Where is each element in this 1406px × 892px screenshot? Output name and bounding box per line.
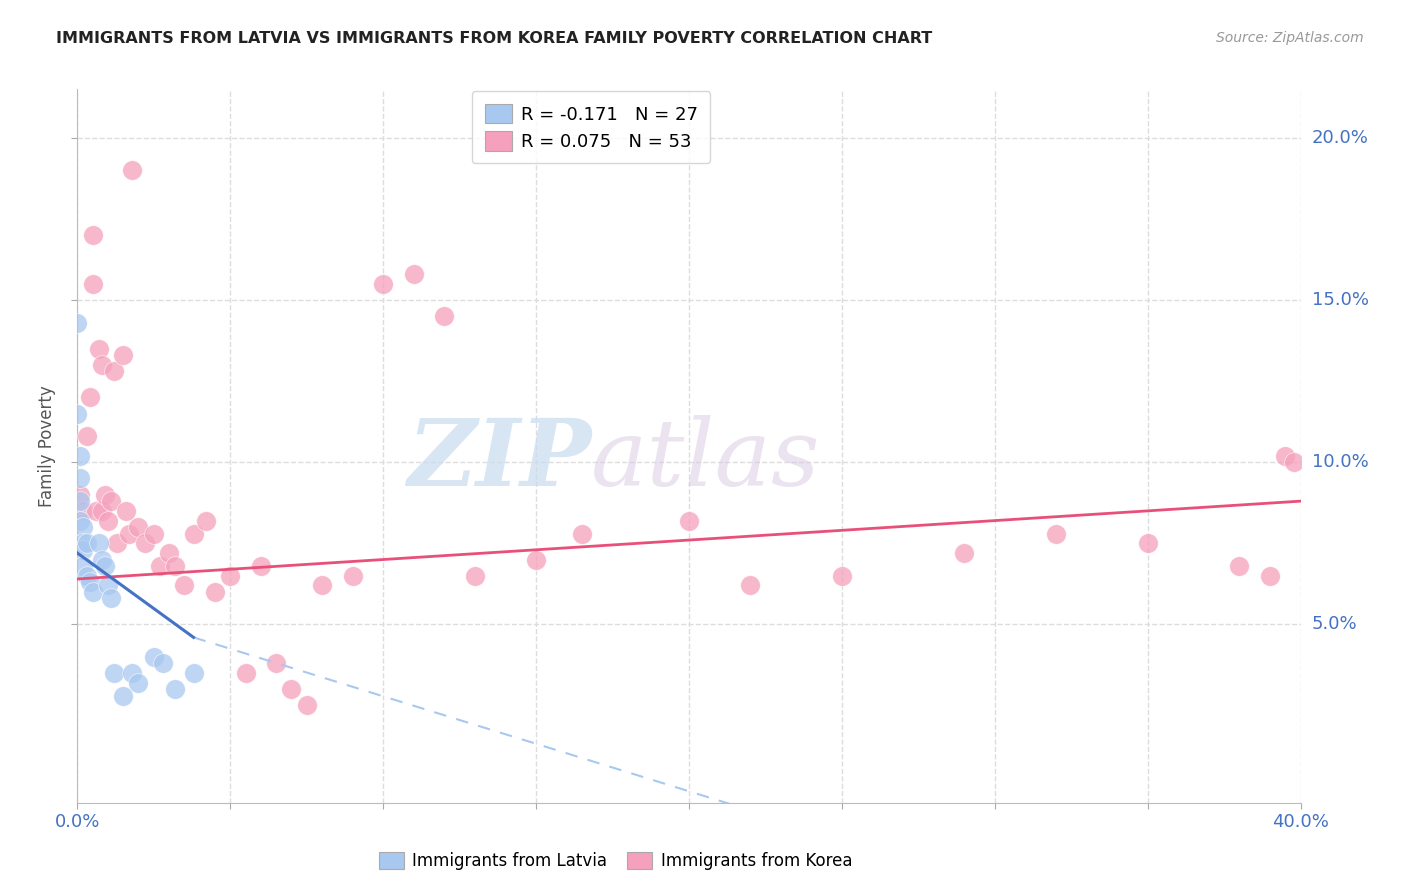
Point (250, 559, 273, 574)
Point (1045, 526, 1067, 541)
Point (183, 526, 205, 541)
Point (740, 578, 762, 592)
Point (76, 568, 98, 582)
Point (152, 657, 174, 671)
Point (149, 559, 172, 574)
Point (678, 514, 700, 528)
Point (97, 578, 120, 592)
Point (69, 494, 91, 508)
Point (1274, 449, 1296, 463)
Legend: Immigrants from Latvia, Immigrants from Korea: Immigrants from Latvia, Immigrants from … (373, 845, 859, 877)
Point (100, 591, 122, 606)
Point (105, 536, 128, 550)
Point (69, 471, 91, 485)
Point (94, 488, 117, 502)
Text: 10.0%: 10.0% (1312, 453, 1368, 471)
Point (831, 568, 853, 582)
Point (1136, 536, 1159, 550)
Text: 20.0%: 20.0% (1312, 128, 1368, 147)
Point (134, 536, 156, 550)
Point (142, 649, 165, 664)
Point (103, 666, 125, 681)
Point (464, 568, 486, 582)
Point (1258, 568, 1281, 582)
Point (87, 536, 110, 550)
Point (66, 407, 89, 421)
Text: ZIP: ZIP (406, 416, 591, 505)
Text: IMMIGRANTS FROM LATVIA VS IMMIGRANTS FROM KOREA FAMILY POVERTY CORRELATION CHART: IMMIGRANTS FROM LATVIA VS IMMIGRANTS FRO… (56, 31, 932, 46)
Point (79, 575, 101, 590)
Point (953, 546, 976, 560)
Point (121, 163, 143, 178)
Point (82, 277, 104, 291)
Point (142, 526, 165, 541)
Point (173, 578, 195, 592)
Point (280, 682, 302, 697)
Point (127, 675, 149, 690)
Point (76, 429, 98, 443)
Point (194, 514, 217, 528)
Point (72, 536, 94, 550)
Point (433, 310, 456, 324)
Point (219, 568, 242, 582)
Point (90, 552, 112, 566)
Point (72, 520, 94, 534)
Point (84, 504, 107, 518)
Text: atlas: atlas (591, 416, 821, 505)
Point (571, 526, 593, 541)
Point (72, 542, 94, 557)
Point (112, 689, 135, 703)
Point (127, 520, 149, 534)
Point (82, 228, 104, 243)
Point (72, 504, 94, 518)
Point (342, 568, 364, 582)
Point (87, 342, 110, 356)
Point (264, 657, 287, 671)
Y-axis label: Family Poverty: Family Poverty (38, 385, 56, 507)
Point (1229, 559, 1251, 574)
Point (94, 559, 117, 574)
Point (90, 504, 112, 518)
Point (371, 277, 394, 291)
Point (97, 514, 120, 528)
Point (69, 514, 91, 528)
Point (1284, 455, 1306, 469)
Point (79, 390, 101, 404)
Point (76, 536, 98, 550)
Point (115, 504, 138, 518)
Point (100, 494, 122, 508)
Point (165, 559, 187, 574)
Point (118, 526, 141, 541)
Point (121, 666, 143, 681)
Point (69, 449, 91, 463)
Point (165, 682, 187, 697)
Point (103, 364, 125, 378)
Point (295, 698, 318, 713)
Point (66, 316, 89, 330)
Text: 15.0%: 15.0% (1312, 291, 1368, 309)
Point (72, 559, 94, 574)
Point (204, 585, 226, 599)
Point (235, 666, 257, 681)
Point (82, 585, 104, 599)
Point (311, 578, 333, 592)
Text: 5.0%: 5.0% (1312, 615, 1357, 633)
Point (69, 488, 91, 502)
Text: Source: ZipAtlas.com: Source: ZipAtlas.com (1216, 31, 1364, 45)
Point (183, 666, 205, 681)
Point (90, 358, 112, 372)
Point (402, 267, 425, 281)
Point (112, 348, 135, 362)
Point (157, 546, 180, 560)
Point (524, 552, 547, 566)
